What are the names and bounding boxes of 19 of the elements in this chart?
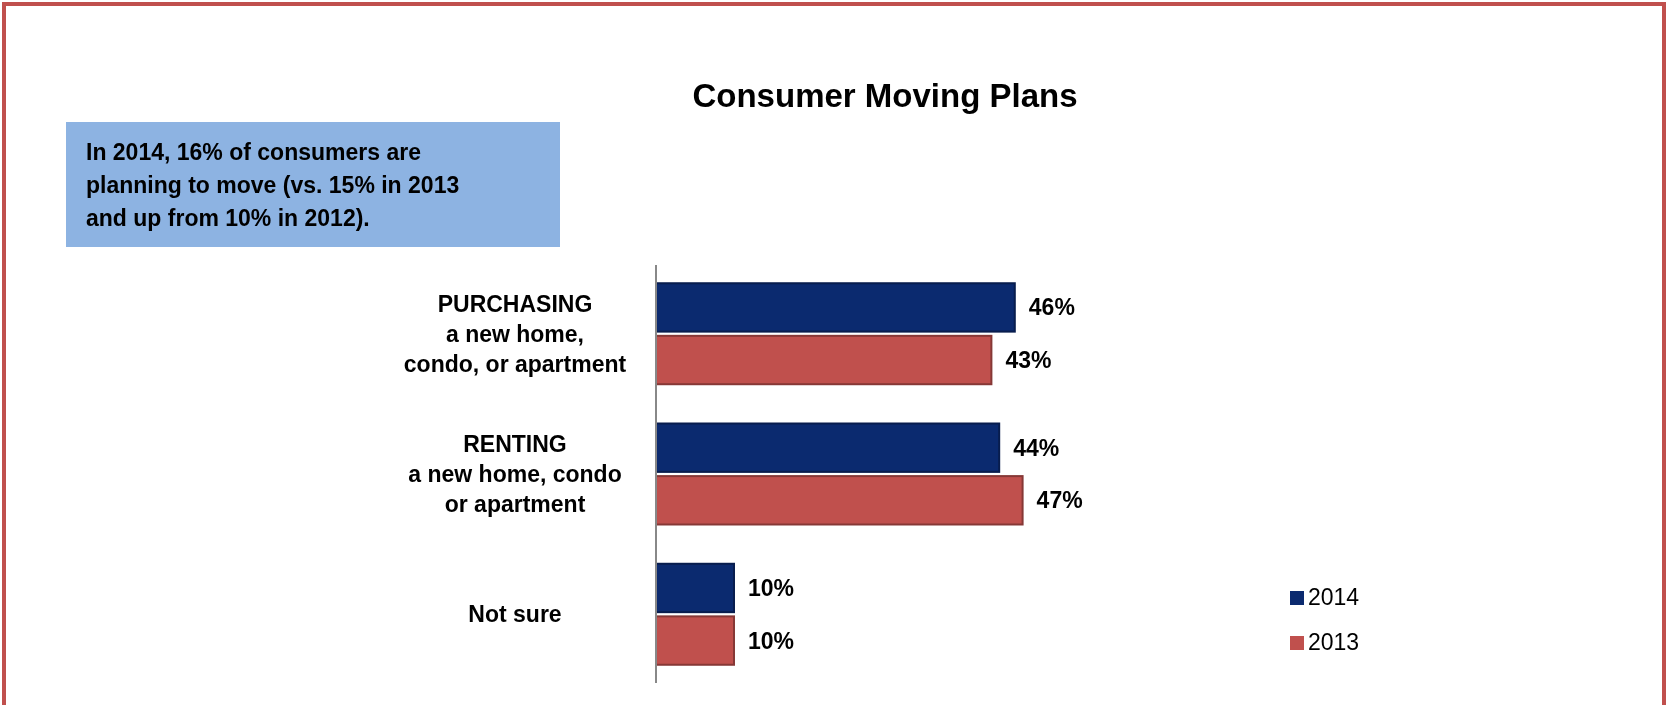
y-tick-label: PURCHASING a new home, condo, or apartment — [403, 290, 627, 377]
bar — [655, 615, 735, 666]
data-label: 47% — [1036, 487, 1083, 514]
legend-label: 2013 — [1308, 629, 1360, 655]
data-label: 44% — [1013, 434, 1060, 461]
data-label: 46% — [1028, 294, 1075, 321]
bar — [655, 422, 1001, 473]
bar — [655, 282, 1016, 333]
data-label: 10% — [748, 574, 795, 601]
bar — [655, 562, 735, 614]
bar — [655, 334, 993, 386]
data-label: 43% — [1005, 347, 1052, 374]
legend-label: 2014 — [1308, 584, 1360, 610]
y-tick-label: Not sure — [468, 601, 562, 628]
bar — [655, 475, 1024, 526]
data-label: 10% — [748, 627, 795, 654]
chart-title: Consumer Moving Plans — [692, 77, 1078, 114]
y-tick-label: RENTING a new home, condo or apartment — [408, 431, 622, 517]
text: In 2014, 16% of consumers are planning to move (vs. 15% in 2013 and up from 10% in 2012). — [86, 139, 460, 231]
